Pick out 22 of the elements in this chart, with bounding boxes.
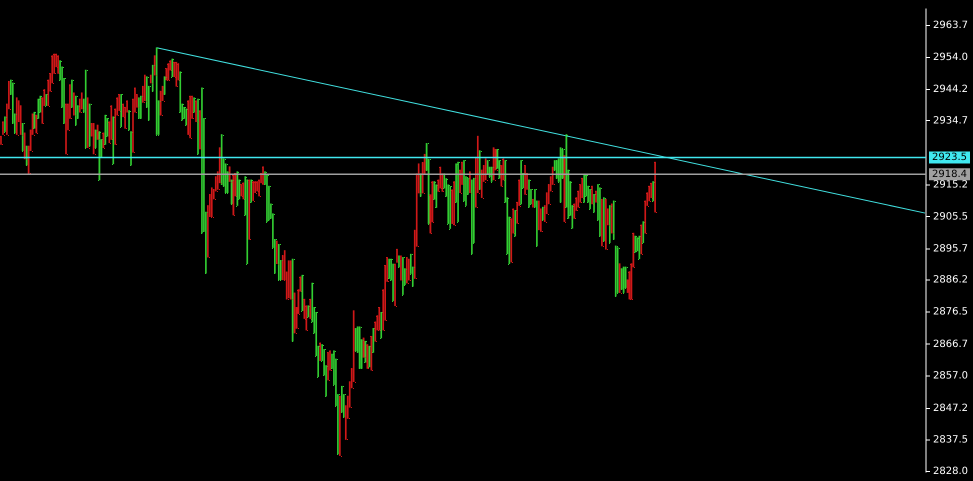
y-tick-label: 2857.0 (933, 370, 968, 382)
candlestick (210, 187, 213, 218)
y-tick-label: 2954.0 (933, 52, 968, 63)
y-tick-label: 2837.5 (933, 434, 968, 446)
candlestick (614, 246, 617, 297)
y-tick-label: 2876.5 (933, 306, 968, 318)
y-tick-label: 2963.7 (933, 20, 968, 32)
y-tick-label: 2886.2 (933, 274, 968, 286)
ref-line-label: 2918.4 (932, 168, 968, 180)
y-tick-label: 2915.2 (933, 179, 968, 190)
candlestick (246, 180, 248, 264)
y-tick-label: 2828.0 (933, 466, 968, 477)
y-tick-label: 2905.5 (933, 211, 968, 222)
y-tick-label: 2866.7 (933, 338, 968, 350)
candlestick (478, 150, 481, 190)
ref-line-label: 2923.5 (932, 152, 968, 164)
y-tick-label: 2934.7 (933, 115, 968, 126)
candlestick (354, 328, 356, 352)
y-tick-label: 2847.2 (933, 402, 968, 414)
y-tick-label: 2895.7 (933, 243, 968, 254)
candlestick (449, 186, 452, 229)
y-tick-label: 2944.2 (933, 84, 968, 96)
